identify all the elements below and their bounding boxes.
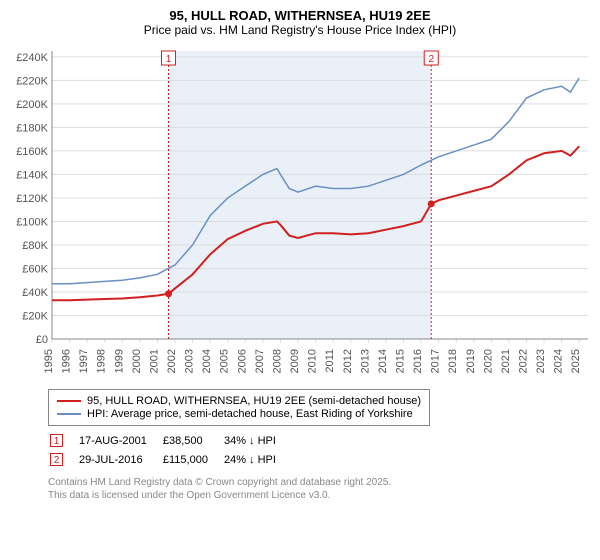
chart-container: £0 £20K £40K £60K £80K £100K £120K £140K £160K £1… <box>8 43 592 383</box>
svg-text:1995: 1995 <box>43 349 55 373</box>
sales-table: 1 17-AUG-2001£38,50034% ↓ HPI 2 29-JUL-2016… <box>48 430 292 470</box>
svg-text:1999: 1999 <box>113 349 125 373</box>
svg-text:2009: 2009 <box>289 349 301 373</box>
svg-text:£240K: £240K <box>16 52 48 64</box>
svg-text:2018: 2018 <box>447 349 459 373</box>
sale-price: £38,500 <box>163 432 222 449</box>
table-row: 1 17-AUG-2001£38,50034% ↓ HPI <box>50 432 290 449</box>
svg-text:£220K: £220K <box>16 75 48 87</box>
svg-text:£0: £0 <box>36 334 48 346</box>
svg-text:£80K: £80K <box>22 240 48 252</box>
svg-text:2013: 2013 <box>359 349 371 373</box>
svg-text:2005: 2005 <box>219 349 231 373</box>
svg-text:2: 2 <box>428 54 434 65</box>
svg-text:1996: 1996 <box>61 349 73 373</box>
svg-text:2015: 2015 <box>394 349 406 373</box>
legend-item-price-paid: 95, HULL ROAD, WITHERNSEA, HU19 2EE (sem… <box>57 395 421 407</box>
svg-text:2010: 2010 <box>307 349 319 373</box>
page-subtitle: Price paid vs. HM Land Registry's House … <box>8 23 592 37</box>
footer-line: Contains HM Land Registry data © Crown c… <box>48 476 592 489</box>
svg-text:2016: 2016 <box>412 349 424 373</box>
svg-text:£160K: £160K <box>16 146 48 158</box>
svg-text:£120K: £120K <box>16 193 48 205</box>
legend: 95, HULL ROAD, WITHERNSEA, HU19 2EE (sem… <box>48 389 430 426</box>
svg-text:2014: 2014 <box>377 349 389 373</box>
svg-text:1997: 1997 <box>78 349 90 373</box>
sale-date: 29-JUL-2016 <box>79 451 161 468</box>
sale-delta: 34% ↓ HPI <box>224 432 290 449</box>
legend-swatch-price-paid <box>57 400 81 402</box>
svg-text:2020: 2020 <box>482 349 494 373</box>
svg-text:2007: 2007 <box>254 349 266 373</box>
svg-text:2004: 2004 <box>201 349 213 373</box>
svg-text:2022: 2022 <box>517 349 529 373</box>
svg-text:£200K: £200K <box>16 99 48 111</box>
svg-text:£20K: £20K <box>22 310 48 322</box>
svg-text:£100K: £100K <box>16 216 48 228</box>
svg-text:2006: 2006 <box>236 349 248 373</box>
legend-item-hpi: HPI: Average price, semi-detached house,… <box>57 408 421 420</box>
svg-text:2011: 2011 <box>324 349 336 373</box>
svg-text:1998: 1998 <box>96 349 108 373</box>
footer: Contains HM Land Registry data © Crown c… <box>48 476 592 502</box>
svg-text:2012: 2012 <box>342 349 354 373</box>
sale-date: 17-AUG-2001 <box>79 432 161 449</box>
price-chart: £0 £20K £40K £60K £80K £100K £120K £140K £160K £1… <box>8 43 592 383</box>
table-row: 2 29-JUL-2016£115,00024% ↓ HPI <box>50 451 290 468</box>
svg-text:£40K: £40K <box>22 287 48 299</box>
sale-badge: 2 <box>50 453 63 466</box>
svg-text:£60K: £60K <box>22 263 48 275</box>
svg-text:2021: 2021 <box>500 349 512 373</box>
sale-badge: 1 <box>50 434 63 447</box>
svg-text:2008: 2008 <box>271 349 283 373</box>
svg-text:2019: 2019 <box>465 349 477 373</box>
legend-label: HPI: Average price, semi-detached house,… <box>87 408 413 420</box>
svg-text:2023: 2023 <box>535 349 547 373</box>
legend-swatch-hpi <box>57 413 81 415</box>
sale-price: £115,000 <box>163 451 222 468</box>
svg-text:£180K: £180K <box>16 122 48 134</box>
svg-text:2025: 2025 <box>570 349 582 373</box>
legend-label: 95, HULL ROAD, WITHERNSEA, HU19 2EE (sem… <box>87 395 421 407</box>
sale-delta: 24% ↓ HPI <box>224 451 290 468</box>
svg-text:2000: 2000 <box>131 349 143 373</box>
svg-text:£140K: £140K <box>16 169 48 181</box>
svg-text:2024: 2024 <box>553 349 565 373</box>
svg-text:2001: 2001 <box>148 349 160 373</box>
svg-text:2003: 2003 <box>184 349 196 373</box>
svg-text:2002: 2002 <box>166 349 178 373</box>
footer-line: This data is licensed under the Open Gov… <box>48 489 592 502</box>
svg-text:1: 1 <box>166 54 172 65</box>
page-title: 95, HULL ROAD, WITHERNSEA, HU19 2EE <box>8 8 592 23</box>
svg-text:2017: 2017 <box>430 349 442 373</box>
